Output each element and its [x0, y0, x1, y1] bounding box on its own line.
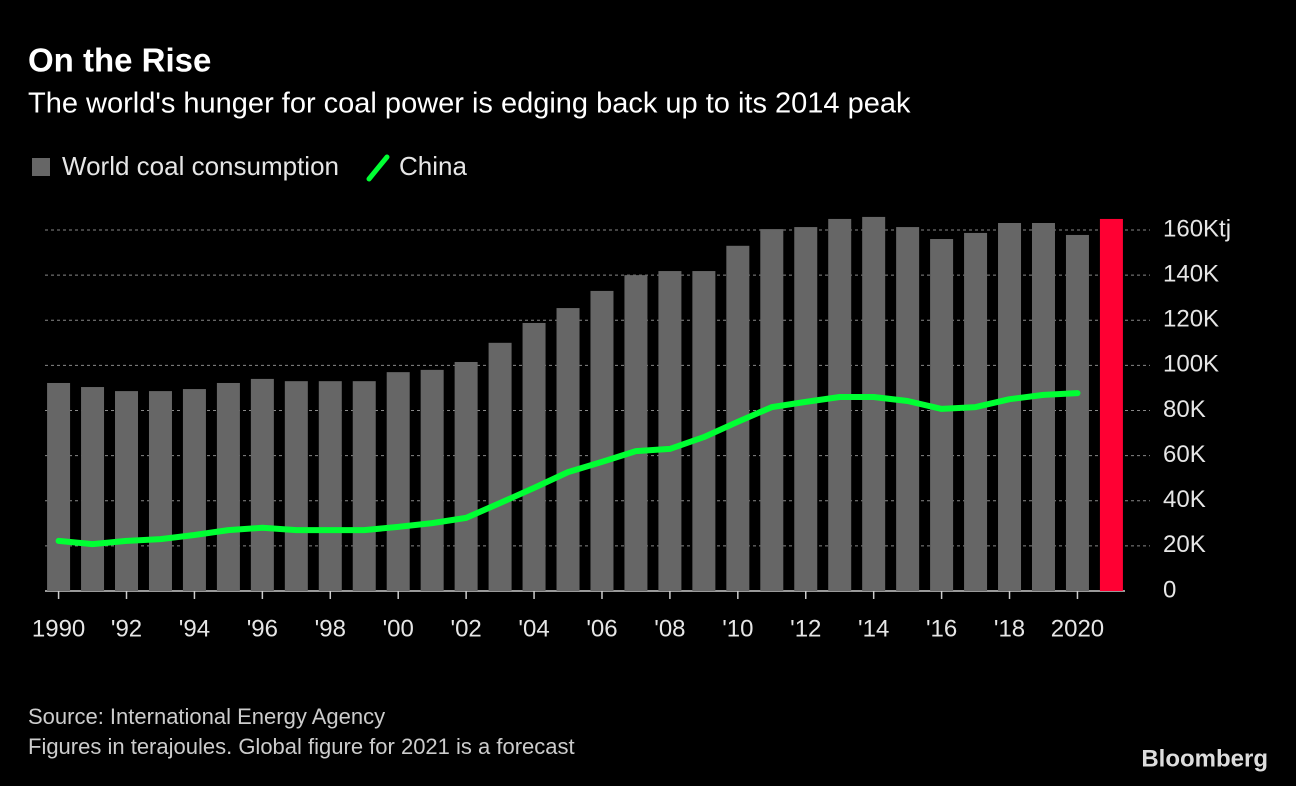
bar: [115, 391, 139, 591]
bar: [488, 342, 512, 591]
bar: [998, 223, 1022, 592]
bar: [794, 227, 818, 591]
bar: [148, 391, 172, 591]
bar: [318, 381, 342, 591]
bar: [216, 382, 240, 591]
x-tick-label: '98: [315, 615, 346, 642]
bar: [1065, 234, 1089, 591]
x-tick-label: '14: [858, 615, 889, 642]
x-tick-label: '00: [383, 615, 414, 642]
y-tick-label: 80K: [1163, 396, 1206, 423]
y-tick-label: 160Ktj: [1163, 215, 1231, 242]
y-tick-label: 100K: [1163, 351, 1219, 378]
x-tick-label: '04: [518, 615, 549, 642]
y-tick-label: 140K: [1163, 260, 1219, 287]
x-tick-label: '06: [586, 615, 617, 642]
line: [55, 390, 1081, 548]
x-tick-label: '16: [926, 615, 957, 642]
bar: [81, 387, 105, 591]
brand: Bloomberg: [1141, 745, 1268, 772]
y-tick-label: 20K: [1163, 531, 1206, 558]
chart-subtitle: The world's hunger for coal power is edg…: [28, 88, 911, 120]
bar: [352, 381, 376, 591]
note: Figures in terajoules. Global figure for…: [28, 734, 575, 759]
x-tick-label: '96: [247, 615, 278, 642]
bar: [964, 232, 988, 592]
chart-title: On the Rise: [28, 42, 211, 79]
legend-swatch: [366, 154, 390, 182]
bar: [896, 227, 920, 591]
y-tick-label: 40K: [1163, 486, 1206, 513]
bar: [454, 361, 478, 591]
x-tick-label: '12: [790, 615, 821, 642]
bar: [386, 372, 410, 591]
y-tick-label: 120K: [1163, 306, 1219, 333]
x-tick-label: '08: [654, 615, 685, 642]
x-tick-label: 2020: [1051, 615, 1104, 642]
bar: [250, 378, 274, 591]
bar: [1031, 223, 1055, 592]
bar: [658, 271, 682, 591]
bar: [692, 271, 716, 591]
y-tick-label: 60K: [1163, 441, 1206, 468]
x-tick-label: '94: [179, 615, 210, 642]
bar: [862, 216, 886, 591]
legend-label: China: [399, 151, 467, 181]
bar: [284, 381, 308, 591]
x-tick-label: '02: [450, 615, 481, 642]
x-tick-label: '10: [722, 615, 753, 642]
y-tick-label: 0: [1163, 576, 1176, 603]
bar: [828, 218, 852, 591]
legend-swatch: [32, 158, 50, 176]
bar: [420, 369, 444, 591]
x-tick-label: '92: [111, 615, 142, 642]
source: Source: International Energy Agency: [28, 704, 385, 729]
bar: [47, 382, 71, 591]
bar: [590, 290, 614, 591]
bar: [182, 389, 206, 591]
bar: [556, 308, 580, 591]
legend-label: World coal consumption: [62, 151, 339, 181]
bar: [522, 322, 546, 591]
x-tick-label: '18: [994, 615, 1025, 642]
bar: [726, 245, 750, 591]
bar: [624, 275, 648, 591]
x-tick-label: 1990: [32, 615, 85, 642]
bar: [930, 239, 954, 591]
bar: [1099, 218, 1123, 591]
